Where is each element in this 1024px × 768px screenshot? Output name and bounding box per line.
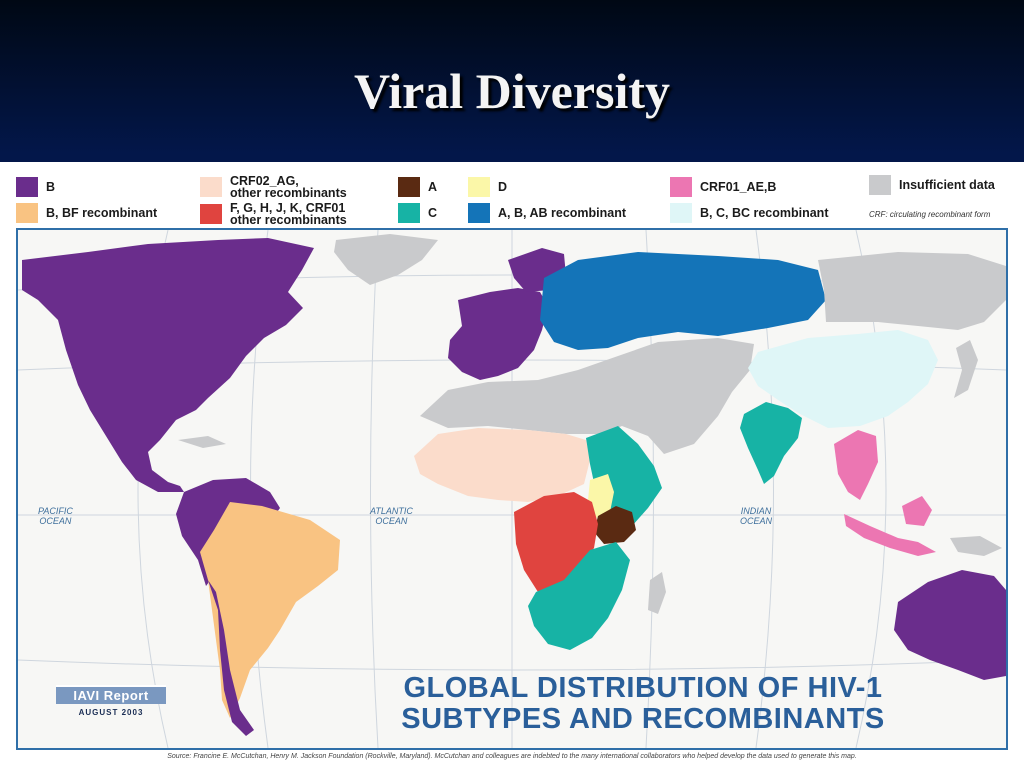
region-southeast-asia-crf01: [834, 430, 878, 500]
legend-item-d: D: [468, 177, 507, 197]
ocean-label-line: PACIFIC: [38, 506, 73, 516]
region-japan: [954, 340, 978, 398]
legend-swatch-b: [16, 177, 38, 197]
legend-item-crf01: CRF01_AE,B: [670, 177, 776, 197]
region-north-asia-insufficient: [818, 252, 1006, 330]
region-borneo-crf01: [902, 496, 932, 526]
report-name: IAVI Report: [56, 685, 166, 704]
legend-label-line: other recombinants: [230, 186, 347, 200]
legend-item-bc: B, C, BC recombinant: [670, 203, 829, 223]
legend-swatch-crf01: [670, 177, 692, 197]
legend-label-line: other recombinants: [230, 213, 347, 227]
label-pacific-ocean: PACIFIC OCEAN: [38, 506, 73, 526]
region-caribbean: [178, 436, 226, 448]
legend-label-line: CRF02_AG,: [230, 174, 299, 188]
map-title-line: GLOBAL DISTRIBUTION OF HIV-1: [403, 672, 883, 704]
ocean-label-line: ATLANTIC: [370, 506, 413, 516]
legend-label-bc: B, C, BC recombinant: [700, 206, 829, 220]
source-caption: Source: Francine E. McCutchan, Henry M. …: [167, 753, 857, 760]
legend-swatch-ab: [468, 203, 490, 223]
legend-swatch-bc: [670, 203, 692, 223]
legend-label-b-bf: B, BF recombinant: [46, 206, 158, 220]
legend-label-ab: A, B, AB recombinant: [498, 206, 627, 220]
legend-item-b-bf: B, BF recombinant: [16, 203, 157, 223]
slide-title: Viral Diversity: [353, 63, 671, 119]
legend-label-b: B: [46, 180, 56, 194]
region-brazil-argentina-bf: [200, 502, 340, 718]
ocean-label-line: INDIAN: [740, 506, 772, 516]
legend-item-a: A: [398, 177, 437, 197]
region-new-guinea: [950, 536, 1002, 556]
region-middle-east-north-africa: [420, 338, 754, 454]
legend-item-b: B: [16, 177, 55, 197]
iavi-report-badge: IAVI Report AUGUST 2003: [56, 685, 166, 717]
region-western-europe-b: [448, 288, 548, 380]
region-west-africa-crf02: [414, 428, 590, 502]
region-russia-ab: [540, 252, 826, 350]
legend-swatch-a: [398, 177, 420, 197]
legend-label-crf02: CRF02_AG, other recombinants: [230, 174, 347, 200]
crf-footnote: CRF: circulating recombinant form: [869, 210, 991, 219]
label-indian-ocean: INDIAN OCEAN: [740, 506, 772, 526]
report-date: AUGUST 2003: [78, 708, 144, 717]
legend-item-ab: A, B, AB recombinant: [468, 203, 626, 223]
legend-swatch-crf02: [200, 177, 222, 197]
region-d: [588, 474, 614, 518]
map-title-line: SUBTYPES AND RECOMBINANTS: [401, 703, 885, 735]
legend-label-insufficient: Insufficient data: [899, 178, 995, 192]
region-southern-africa-c: [528, 542, 630, 650]
region-a: [594, 506, 636, 544]
region-madagascar: [648, 572, 666, 614]
map-legend: B B, BF recombinant CRF02_AG, other reco…: [0, 162, 1024, 230]
world-map: PACIFIC OCEAN ATLANTIC OCEAN INDIAN OCEA…: [16, 228, 1008, 750]
map-figure: B B, BF recombinant CRF02_AG, other reco…: [0, 162, 1024, 768]
legend-label-d: D: [498, 180, 508, 194]
region-india-c: [740, 402, 802, 484]
legend-swatch-fghjk: [200, 204, 222, 224]
region-greenland: [334, 234, 438, 285]
region-indonesia-crf01: [844, 514, 936, 556]
legend-item-fghjk: F, G, H, J, K, CRF01 other recombinants: [200, 202, 347, 226]
legend-swatch-c: [398, 203, 420, 223]
legend-label-line: F, G, H, J, K, CRF01: [230, 201, 346, 215]
region-china-bc: [748, 330, 938, 428]
legend-label-c: C: [428, 206, 438, 220]
legend-swatch-d: [468, 177, 490, 197]
legend-swatch-b-bf: [16, 203, 38, 223]
region-chile-b: [208, 580, 254, 736]
region-north-america: [22, 238, 314, 492]
legend-label-crf01: CRF01_AE,B: [700, 180, 777, 194]
map-title: GLOBAL DISTRIBUTION OF HIV-1 SUBTYPES AN…: [343, 673, 943, 735]
ocean-label-line: OCEAN: [375, 516, 408, 526]
ocean-label-line: OCEAN: [740, 516, 773, 526]
label-atlantic-ocean: ATLANTIC OCEAN: [370, 506, 413, 526]
ocean-label-line: OCEAN: [39, 516, 72, 526]
world-map-svg: [18, 230, 1006, 748]
legend-label-a: A: [428, 180, 438, 194]
legend-item-crf02: CRF02_AG, other recombinants: [200, 175, 347, 199]
legend-item-insufficient: Insufficient data: [869, 175, 995, 195]
region-australia-b: [894, 570, 1006, 680]
legend-label-fghjk: F, G, H, J, K, CRF01 other recombinants: [230, 201, 347, 227]
legend-swatch-insufficient: [869, 175, 891, 195]
legend-item-c: C: [398, 203, 437, 223]
